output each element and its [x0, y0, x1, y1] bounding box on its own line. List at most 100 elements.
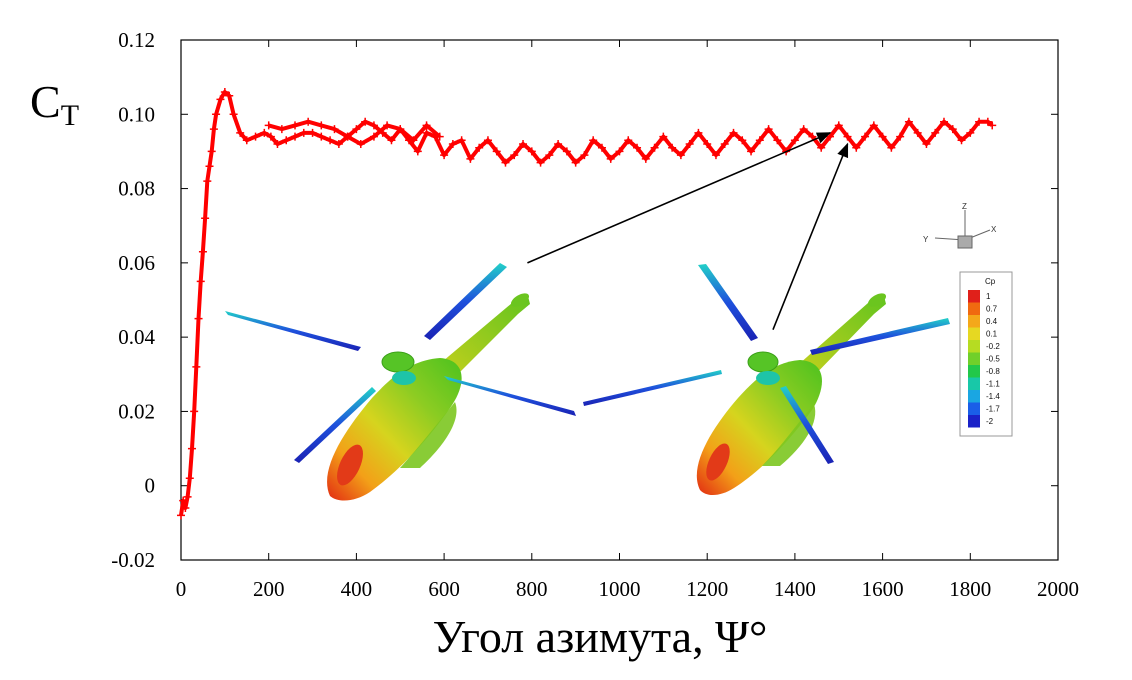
- colorbar-swatch: [968, 402, 980, 415]
- data-point: [562, 147, 571, 156]
- data-point: [220, 88, 229, 96]
- data-point: [282, 136, 291, 145]
- data-point: [369, 121, 378, 130]
- data-point: [887, 143, 896, 152]
- data-point: [264, 121, 273, 130]
- data-point: [589, 136, 598, 145]
- data-point: [501, 158, 510, 167]
- data-point: [720, 140, 729, 148]
- data-point: [326, 136, 335, 145]
- colorbar-legend: Cp 1 0.7 0.4 0.1 -0.2 -0.5 -0.8 -1.1 -1.4 -1.7 -2: [959, 271, 1013, 437]
- colorbar-level-label: 0.1: [986, 330, 998, 339]
- data-point: [229, 110, 238, 119]
- data-point: [448, 140, 457, 148]
- nose-highlight-left: [337, 444, 363, 486]
- data-point: [641, 154, 650, 163]
- colorbar-level-label: -1.1: [986, 380, 1000, 389]
- data-point: [299, 128, 308, 137]
- data-point: [291, 121, 300, 130]
- annotation-arrow: [772, 142, 849, 331]
- data-point: [181, 504, 190, 512]
- data-point: [209, 125, 218, 134]
- data-point: [536, 158, 545, 167]
- rotor-hub-left: [381, 351, 415, 373]
- data-point: [369, 132, 378, 141]
- triad-x-label: X: [991, 225, 997, 234]
- data-point: [606, 154, 615, 163]
- data-point: [668, 143, 677, 152]
- data-point: [190, 407, 199, 416]
- y-tick-label: 0.02: [118, 399, 155, 423]
- data-point: [291, 132, 300, 141]
- x-tick-label: 1400: [774, 577, 816, 601]
- colorbar-level-label: -0.8: [986, 367, 1000, 376]
- data-point: [196, 277, 205, 286]
- colorbar-level-label: -1.4: [986, 392, 1000, 401]
- data-point: [650, 143, 659, 152]
- data-point: [817, 143, 826, 152]
- data-point: [966, 128, 975, 137]
- helicopter-right: [583, 264, 950, 496]
- x-tick-label: 1000: [599, 577, 641, 601]
- colorbar-swatch: [968, 390, 980, 403]
- helicopter-renders: Z X Y Cp 1 0.7 0.4 0.1 -0.2 -0.5 -0.8 -1.1 -1.4 -…: [213, 198, 1020, 528]
- data-point: [878, 132, 887, 141]
- data-point: [773, 136, 782, 145]
- y-label-subscript: T: [61, 99, 79, 132]
- data-point: [711, 151, 720, 160]
- data-point: [913, 128, 922, 137]
- helicopter-left: [225, 263, 576, 501]
- data-point: [738, 136, 747, 145]
- data-point: [205, 162, 214, 171]
- x-tick-label: 0: [176, 577, 187, 601]
- data-point: [317, 121, 326, 130]
- data-point: [352, 125, 361, 134]
- data-point: [988, 121, 997, 130]
- data-point: [435, 132, 444, 141]
- y-tick-label: 0.06: [118, 251, 155, 275]
- data-point: [356, 140, 365, 148]
- data-point: [422, 128, 431, 137]
- colorbar-swatch: [968, 352, 980, 365]
- data-point: [212, 110, 221, 119]
- axis-triad: Z X Y: [923, 202, 997, 249]
- annotation-arrow: [527, 132, 832, 264]
- data-point: [571, 158, 580, 167]
- data-point: [236, 128, 245, 137]
- colorbar-swatch: [968, 415, 980, 428]
- data-point: [422, 121, 431, 130]
- data-point: [334, 140, 343, 148]
- rotor-hub-left-cap: [392, 371, 416, 385]
- data-point: [277, 125, 286, 134]
- y-tick-label: 0.08: [118, 177, 155, 201]
- data-point: [676, 151, 685, 160]
- colorbar-swatch: [968, 327, 980, 340]
- data-point: [843, 132, 852, 141]
- data-point: [615, 147, 624, 156]
- data-point: [242, 136, 251, 145]
- data-point: [545, 151, 554, 160]
- colorbar-swatch: [968, 365, 980, 378]
- data-point: [266, 132, 275, 141]
- data-point: [554, 140, 563, 148]
- x-tick-label: 1200: [686, 577, 728, 601]
- data-point: [904, 117, 913, 126]
- x-tick-label: 1800: [949, 577, 991, 601]
- data-point: [396, 125, 405, 134]
- triad-z-label: Z: [962, 202, 967, 211]
- data-point: [834, 121, 843, 130]
- data-point: [179, 496, 188, 505]
- data-point: [755, 136, 764, 145]
- y-axis-label: CT: [30, 76, 79, 132]
- blade-left-3: [444, 376, 576, 416]
- data-point: [799, 125, 808, 134]
- data-point: [510, 151, 519, 160]
- y-tick-label: 0: [145, 474, 156, 498]
- x-axis: 0 200 400 600 800 1000 1200 1400 1600 1800 2000: [176, 40, 1079, 601]
- data-point: [225, 91, 234, 100]
- colorbar-title: Cp: [985, 277, 996, 286]
- blade-right-3: [810, 318, 950, 355]
- data-point: [185, 474, 194, 483]
- data-point: [808, 132, 817, 141]
- blade-right-2: [698, 264, 758, 341]
